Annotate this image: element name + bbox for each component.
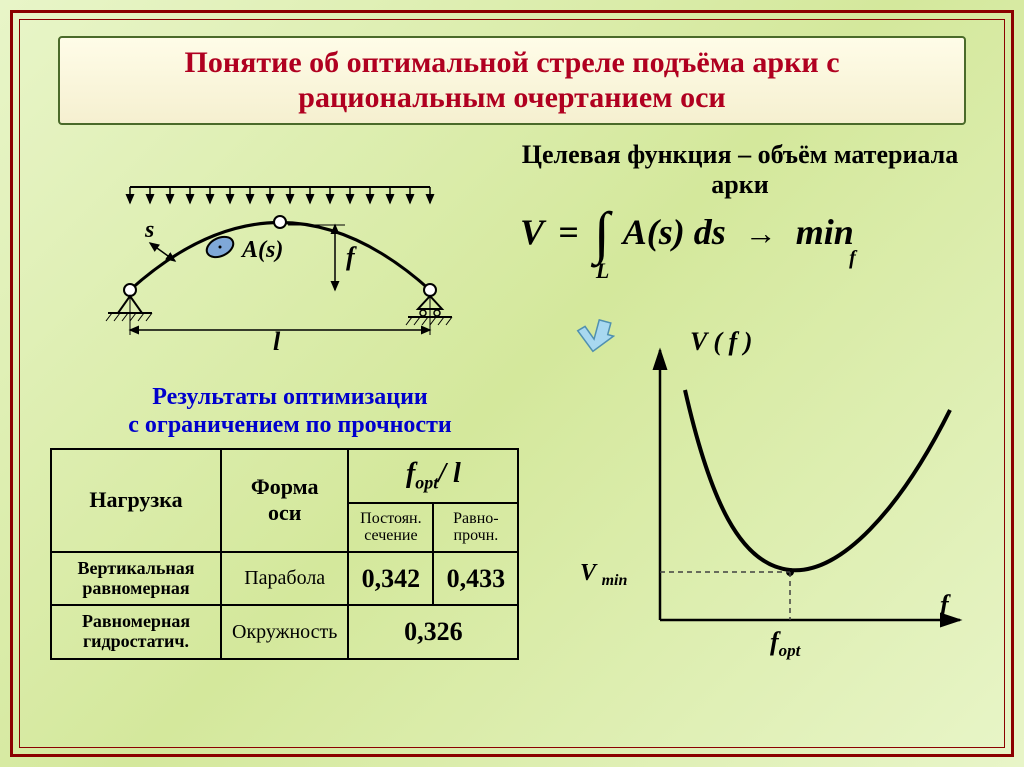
row1-load: Вертикальная равномерная [51, 552, 221, 606]
row1-v2: 0,433 [433, 552, 518, 606]
integral-sub: L [596, 258, 609, 284]
vmin-label: V min [580, 560, 627, 589]
f-label: f [346, 242, 357, 271]
equals-sign: = [552, 212, 585, 252]
row1-v1: 0,342 [348, 552, 433, 606]
title-text: Понятие об оптимальной стреле подъёма ар… [80, 46, 944, 115]
formula-lhs: V [520, 212, 543, 252]
l-label: l [273, 327, 281, 355]
sub-equal: Равно-прочн. [433, 503, 518, 552]
objective-function-label: Целевая функция – объём материала арки [520, 140, 960, 200]
results-title-line1: Результаты оптимизации [152, 384, 428, 410]
row2-load: Равномерная гидростатич. [51, 605, 221, 659]
results-title: Результаты оптимизации с ограничением по… [70, 384, 510, 439]
fopt-label: fopt [770, 627, 802, 660]
min-text: min [796, 212, 854, 252]
A-label: A(s) [240, 237, 283, 263]
title-box: Понятие об оптимальной стреле подъёма ар… [58, 36, 966, 125]
results-table: Нагрузка Форма оси fopt/ l Постоян. сече… [50, 448, 519, 660]
results-title-line2: с ограничением по прочности [128, 412, 451, 438]
col-load: Нагрузка [51, 449, 221, 552]
integral-sign: ∫ [594, 200, 610, 265]
row1-shape: Парабола [221, 552, 348, 606]
row2-shape: Окружность [221, 605, 348, 659]
arrow-right: → [735, 215, 787, 251]
s-label: s [144, 217, 154, 243]
optimization-curve: V ( f ) f V min fopt [560, 330, 980, 670]
col-ratio: fopt/ l [348, 449, 518, 503]
x-label: f [940, 590, 951, 619]
min-sub: f [849, 247, 856, 270]
row2-v: 0,326 [348, 605, 518, 659]
formula: V = ∫ L A(s) ds → min f [520, 210, 980, 261]
y-label: V ( f ) [690, 330, 752, 356]
integrand: A(s) ds [619, 212, 726, 252]
col-shape: Форма оси [221, 449, 348, 552]
sub-const: Постоян. сечение [348, 503, 433, 552]
arch-diagram: s A(s) f l [60, 175, 460, 355]
